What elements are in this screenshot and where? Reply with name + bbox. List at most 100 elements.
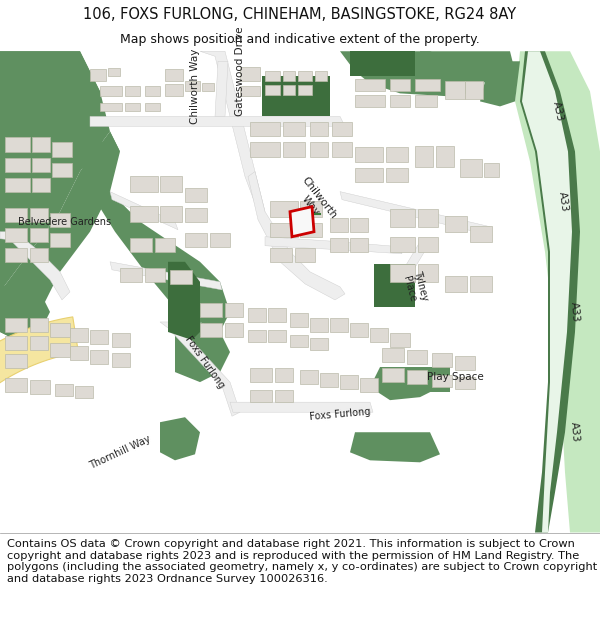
Bar (70, 328, 88, 342)
Bar (382, 348, 404, 362)
Polygon shape (380, 367, 450, 392)
Bar (225, 303, 243, 317)
Polygon shape (420, 51, 515, 83)
Polygon shape (0, 131, 120, 342)
Bar (350, 238, 368, 252)
Bar (5, 228, 27, 242)
Bar (112, 353, 130, 367)
Bar (432, 375, 452, 387)
Polygon shape (0, 51, 100, 121)
Bar (283, 71, 295, 81)
Bar (32, 158, 50, 171)
Bar (240, 68, 260, 81)
Bar (300, 222, 322, 237)
Bar (30, 228, 48, 242)
Bar (200, 303, 222, 317)
Bar (265, 71, 280, 81)
Bar (5, 208, 27, 222)
Bar (130, 206, 158, 222)
Bar (145, 86, 160, 96)
Polygon shape (290, 207, 314, 237)
Bar (390, 264, 415, 282)
Polygon shape (520, 51, 580, 532)
Bar (484, 162, 499, 177)
Polygon shape (262, 76, 330, 116)
Bar (310, 122, 328, 136)
Bar (268, 308, 286, 322)
Polygon shape (80, 131, 230, 332)
Bar (332, 142, 352, 156)
Bar (360, 378, 378, 392)
Polygon shape (0, 51, 110, 292)
Text: Tylney
Place: Tylney Place (401, 269, 430, 304)
Bar (185, 188, 207, 202)
Bar (332, 122, 352, 136)
Text: A33: A33 (569, 301, 581, 322)
Bar (185, 232, 207, 247)
Bar (52, 162, 72, 177)
Bar (145, 103, 160, 111)
Polygon shape (0, 317, 79, 521)
Bar (5, 248, 27, 262)
Polygon shape (265, 237, 402, 254)
Bar (5, 378, 27, 392)
Bar (202, 83, 214, 91)
Bar (418, 209, 438, 227)
Bar (310, 142, 328, 156)
Bar (250, 122, 280, 136)
Text: Contains OS data © Crown copyright and database right 2021. This information is : Contains OS data © Crown copyright and d… (7, 539, 598, 584)
Text: Map shows position and indicative extent of the property.: Map shows position and indicative extent… (120, 34, 480, 46)
Bar (170, 270, 192, 284)
Polygon shape (350, 432, 440, 462)
Bar (390, 209, 415, 227)
Bar (5, 318, 27, 332)
Polygon shape (522, 51, 572, 532)
Bar (340, 375, 358, 389)
Text: Foxs Furlong: Foxs Furlong (184, 334, 227, 390)
Bar (290, 335, 308, 347)
Bar (5, 138, 30, 151)
Polygon shape (390, 242, 428, 296)
Bar (50, 213, 70, 227)
Bar (248, 330, 266, 342)
Bar (160, 176, 182, 192)
Bar (310, 318, 328, 332)
Bar (200, 323, 222, 337)
Bar (120, 268, 142, 282)
Bar (5, 354, 27, 368)
Text: Thornhill Way: Thornhill Way (88, 434, 152, 471)
Bar (295, 248, 315, 262)
Bar (90, 69, 106, 81)
Bar (125, 86, 140, 96)
Bar (30, 318, 48, 332)
Bar (330, 318, 348, 332)
Bar (90, 330, 108, 344)
Bar (32, 138, 50, 151)
Polygon shape (370, 367, 440, 400)
Bar (283, 86, 295, 96)
Polygon shape (90, 116, 345, 126)
Bar (30, 248, 48, 262)
Polygon shape (110, 262, 222, 290)
Text: Belvedere Gardens: Belvedere Gardens (19, 217, 112, 227)
Bar (418, 237, 438, 252)
Bar (108, 68, 120, 76)
Bar (470, 226, 492, 242)
Bar (445, 216, 467, 232)
Text: Chilworth Way: Chilworth Way (190, 49, 200, 124)
Bar (165, 84, 183, 96)
Polygon shape (340, 192, 492, 236)
Bar (470, 276, 492, 292)
Text: 106, FOXS FURLONG, CHINEHAM, BASINGSTOKE, RG24 8AY: 106, FOXS FURLONG, CHINEHAM, BASINGSTOKE… (83, 7, 517, 22)
Bar (55, 384, 73, 396)
Bar (32, 177, 50, 192)
Bar (350, 323, 368, 337)
Bar (52, 142, 72, 156)
Bar (407, 370, 427, 384)
Polygon shape (248, 171, 345, 300)
Bar (268, 330, 286, 342)
Polygon shape (230, 402, 373, 412)
Bar (300, 201, 322, 217)
Bar (100, 86, 122, 96)
Bar (248, 308, 266, 322)
